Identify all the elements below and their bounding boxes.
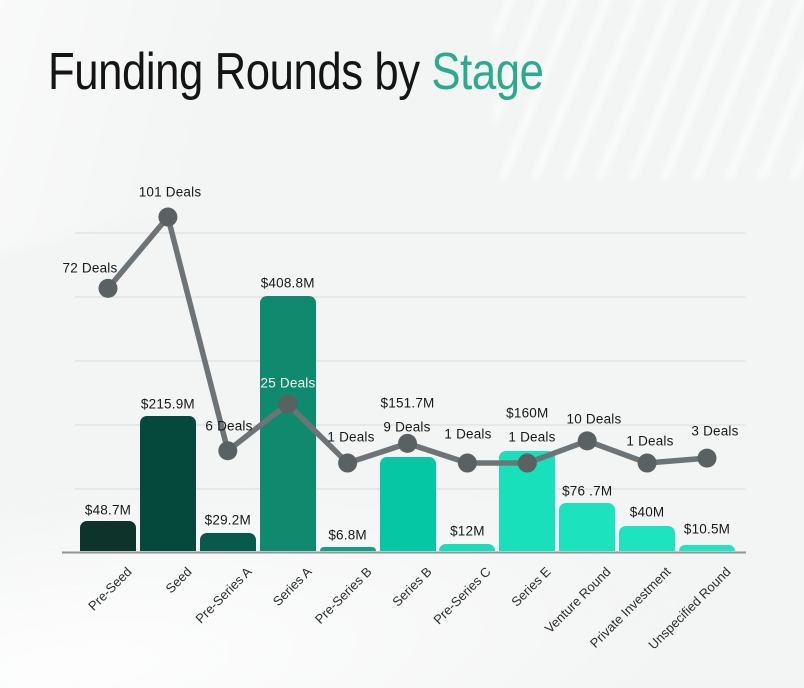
bar-pre-series-b	[319, 547, 376, 552]
deals-label-pre-series-a: 6 Deals	[205, 418, 253, 434]
deals-label-series-e: 1 Deals	[508, 429, 556, 445]
bar-unspecified-round	[679, 544, 735, 552]
deals-label-pre-series-c: 1 Deals	[444, 426, 492, 442]
deals-marker-private-investment	[637, 453, 657, 473]
bar-pre-seed	[80, 521, 136, 552]
value-label-pre-seed: $48.7M	[84, 502, 132, 518]
deals-marker-series-a	[278, 394, 298, 414]
value-label-seed: $215.9M	[140, 396, 195, 412]
chart-title-accent: Stage	[419, 43, 544, 101]
deals-marker-seed	[158, 207, 178, 227]
value-label-pre-series-b: $6.8M	[328, 527, 367, 543]
deals-label-unspecified-round: 3 Deals	[691, 423, 739, 439]
bar-venture-round	[559, 503, 616, 552]
deals-label-seed: 101 Deals	[138, 184, 202, 200]
value-label-series-e: $160M	[506, 405, 549, 421]
deals-marker-pre-series-b	[338, 453, 358, 473]
bar-pre-series-c	[439, 543, 496, 552]
value-label-private-investment: $40M	[629, 504, 665, 520]
deals-marker-pre-seed	[98, 278, 118, 298]
deals-marker-pre-series-a	[218, 441, 238, 461]
bar-series-b	[379, 456, 436, 552]
deals-label-series-b: 9 Deals	[383, 419, 431, 435]
deals-marker-series-b	[398, 433, 417, 453]
x-label-pre-seed: Pre-Seed	[85, 564, 135, 614]
deals-label-series-a: 25 Deals	[260, 375, 316, 391]
value-label-unspecified-round: $10.5M	[683, 521, 731, 537]
deals-label-pre-series-b: 1 Deals	[327, 429, 375, 445]
deals-label-pre-seed: 72 Deals	[62, 260, 118, 276]
deals-marker-series-e	[517, 453, 537, 473]
value-label-venture-round: $76 .7M	[562, 483, 613, 499]
deals-marker-unspecified-round	[697, 448, 717, 468]
bar-seed	[139, 416, 196, 552]
deals-label-venture-round: 10 Deals	[566, 411, 622, 427]
bar-pre-series-a	[199, 533, 256, 552]
value-label-series-a: $408.8M	[260, 275, 315, 291]
deals-marker-pre-series-c	[457, 453, 477, 473]
bar-private-investment	[619, 526, 676, 552]
value-label-pre-series-a: $29.2M	[204, 512, 251, 528]
value-label-pre-series-c: $12M	[450, 523, 485, 539]
deals-label-private-investment: 1 Deals	[626, 433, 674, 449]
chart-title: Funding Rounds by Stage	[48, 42, 544, 102]
chart-title-main: Funding Rounds by	[48, 43, 420, 101]
deals-marker-venture-round	[577, 431, 597, 451]
value-label-series-b: $151.7M	[380, 395, 435, 411]
